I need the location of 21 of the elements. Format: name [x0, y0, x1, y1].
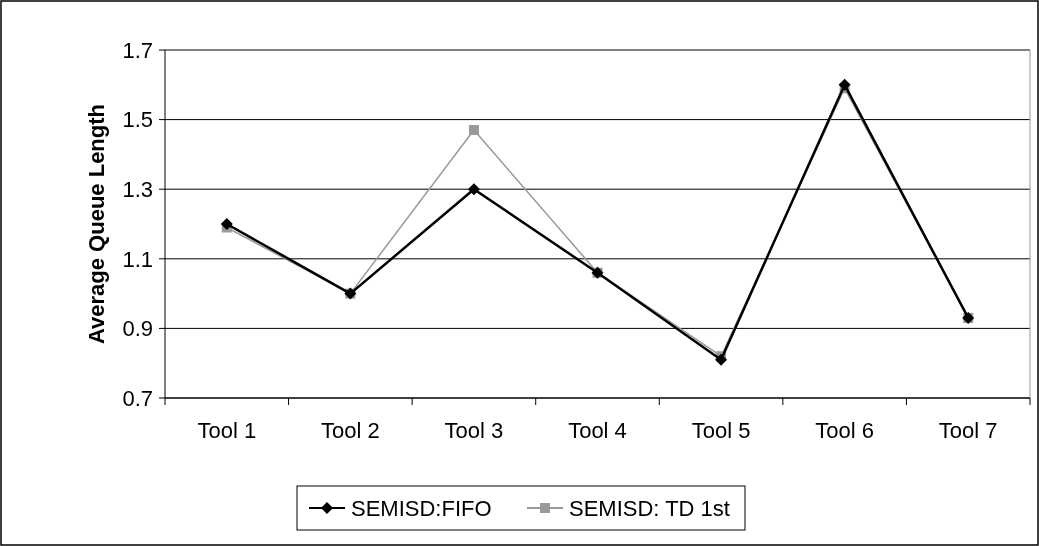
x-tick-label: Tool 7 [938, 418, 998, 443]
y-tick-label: 1.1 [122, 246, 153, 272]
x-tick-label: Tool 3 [444, 418, 504, 443]
legend-label: SEMISD: TD 1st [569, 495, 730, 521]
point [715, 353, 728, 366]
x-tick-label: Tool 5 [691, 418, 751, 443]
x-tick-label: Tool 6 [815, 418, 874, 443]
y-tick-label: 1.7 [122, 37, 153, 63]
y-tick-label: 0.7 [122, 385, 153, 411]
legend-label: SEMISD:FIFO [351, 495, 492, 521]
y-tick-label: 0.9 [122, 316, 153, 342]
point [467, 183, 480, 196]
point [220, 218, 233, 230]
y-axis-title: Average Queue Length [84, 103, 109, 345]
x-tick-label: Tool 1 [197, 418, 257, 443]
point [468, 125, 479, 136]
point [838, 78, 851, 91]
x-tick-label: Tool 2 [321, 418, 380, 443]
y-tick-label: 1.5 [122, 107, 153, 133]
y-tick-label: 1.3 [122, 176, 153, 202]
x-tick-label: Tool 4 [568, 418, 627, 443]
